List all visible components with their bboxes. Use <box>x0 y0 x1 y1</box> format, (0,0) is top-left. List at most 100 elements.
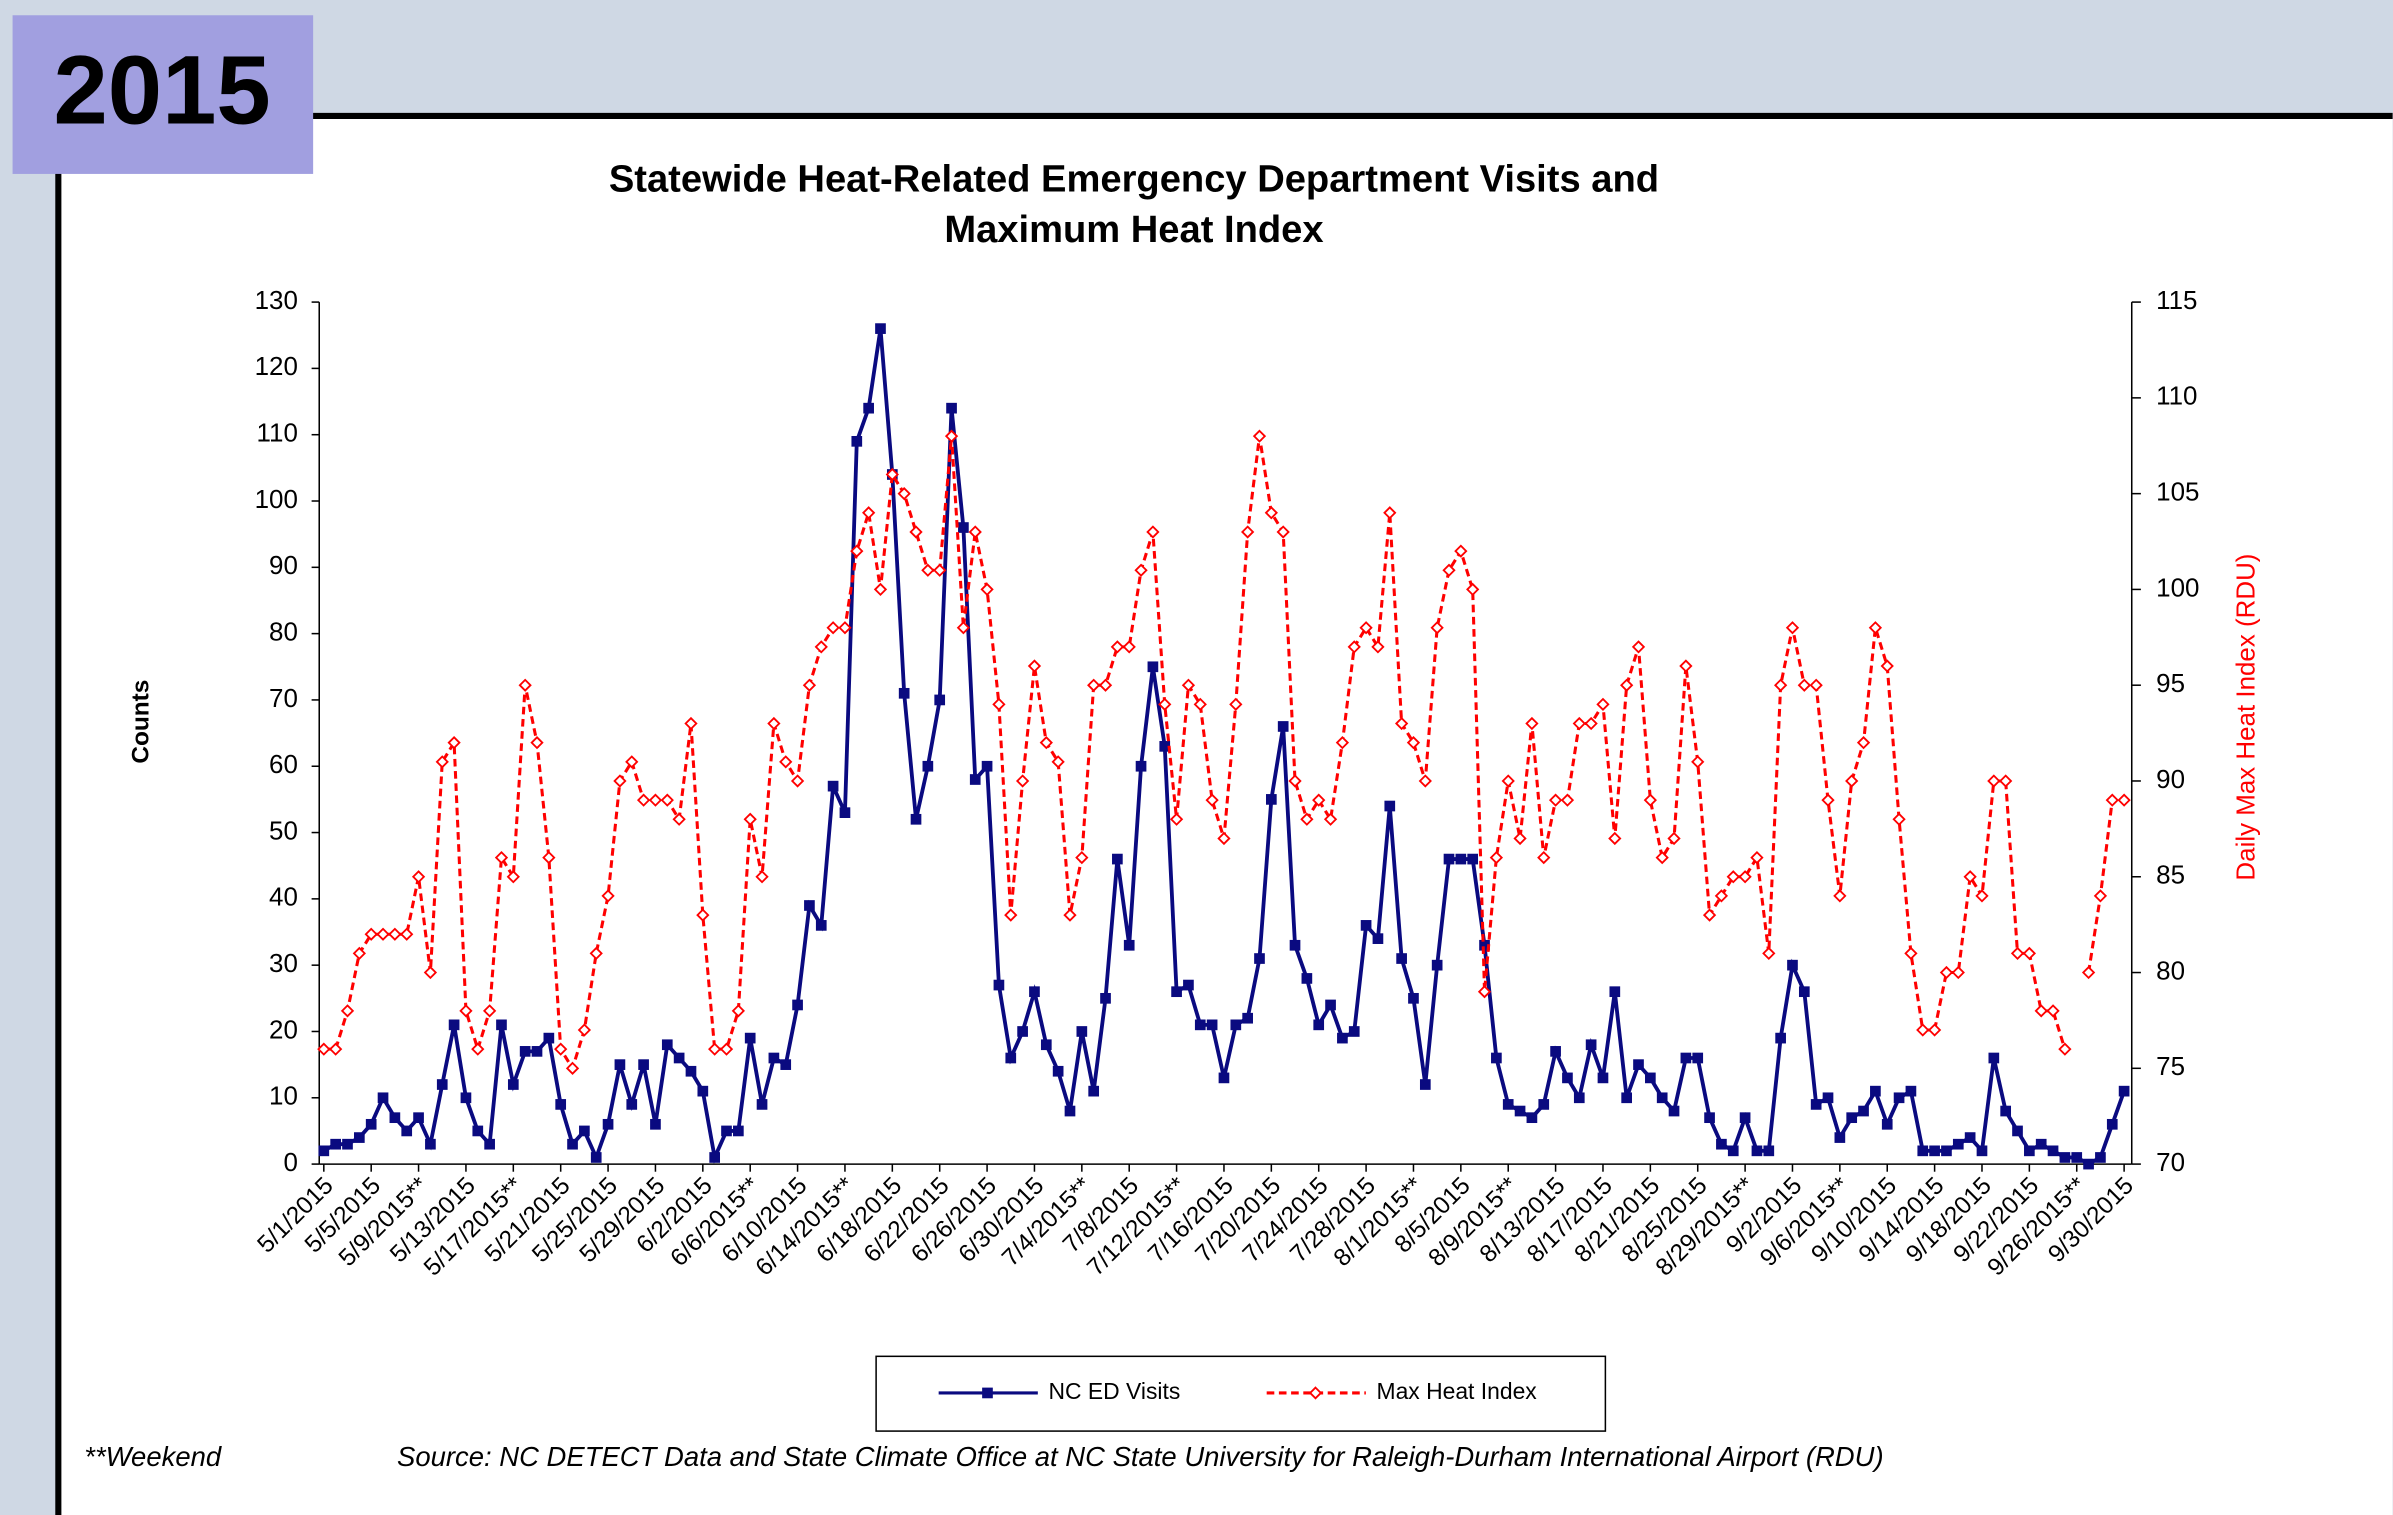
series-point <box>1868 621 1883 635</box>
series-point <box>1206 1019 1218 1031</box>
series-point <box>577 1023 592 1037</box>
series-point <box>2024 1145 2035 1157</box>
source: Source: NC DETECT Data and State Climate… <box>397 1441 1884 1472</box>
series-point <box>1075 850 1089 865</box>
series-point <box>602 1118 614 1130</box>
series-point <box>1870 1085 1881 1097</box>
series-point <box>1656 1092 1668 1104</box>
series-point <box>1514 1105 1526 1117</box>
series-point <box>1408 992 1419 1004</box>
series-point <box>1775 1032 1786 1044</box>
series-point <box>921 563 935 577</box>
series-point <box>1810 1099 1822 1110</box>
y2-tick-label: 115 <box>2156 287 2197 315</box>
series-point <box>377 1092 389 1104</box>
series-point <box>554 1042 568 1056</box>
series-point <box>1880 659 1894 673</box>
series-point <box>648 793 663 807</box>
legend-label: Max Heat Index <box>1377 1378 1538 1404</box>
series-point <box>471 1042 485 1056</box>
series-point <box>435 755 449 769</box>
series-point <box>1750 850 1764 865</box>
series-point <box>863 402 874 414</box>
series-point <box>1360 920 1372 931</box>
series-point <box>1655 850 1669 865</box>
badge-box <box>12 15 314 174</box>
series-point <box>518 678 532 692</box>
series-point <box>1076 1026 1088 1037</box>
series-point <box>1774 678 1788 692</box>
series-point <box>530 736 544 750</box>
series-point <box>1015 774 1030 788</box>
series-point <box>1312 793 1326 807</box>
series-point <box>1951 965 1965 980</box>
series-point <box>318 1145 330 1157</box>
series-point <box>1193 697 1207 711</box>
series-point <box>1538 1099 1550 1110</box>
series-point <box>1976 1145 1988 1157</box>
series-point <box>1252 429 1267 443</box>
y-tick-label: 60 <box>269 751 298 779</box>
y-tick-label: 70 <box>269 685 298 713</box>
series-point <box>1548 793 1563 807</box>
series-point <box>1123 939 1135 951</box>
series-point <box>626 1099 638 1110</box>
series-point <box>980 582 994 597</box>
series-point <box>673 1052 685 1064</box>
series-point <box>389 1112 401 1124</box>
series-point <box>946 402 957 414</box>
series-point <box>1218 1072 1230 1084</box>
series-point <box>1821 793 1835 807</box>
series-point <box>1858 1105 1869 1117</box>
series-point <box>638 1059 649 1070</box>
series-point <box>1265 794 1277 805</box>
series-point <box>1300 812 1314 826</box>
series-point <box>1502 1099 1514 1110</box>
y-tick-label: 40 <box>269 884 298 912</box>
series-point <box>660 793 674 807</box>
series-point <box>2046 1004 2060 1018</box>
series-point <box>400 927 414 941</box>
series-point <box>1845 774 1859 788</box>
series-point <box>2071 1152 2083 1163</box>
series-point <box>696 908 710 922</box>
series-point <box>827 780 839 792</box>
series-point <box>1797 678 1811 692</box>
series-point <box>1288 774 1302 788</box>
series-point <box>1573 1092 1585 1104</box>
series-point <box>531 1046 543 1057</box>
series-point <box>1562 1072 1573 1084</box>
series-point <box>567 1138 578 1150</box>
series-point <box>1052 1065 1064 1077</box>
series-point <box>342 1138 353 1150</box>
legend-marker <box>982 1387 993 1399</box>
series-line <box>323 435 2125 1072</box>
series-point <box>1916 1023 1930 1037</box>
series-point <box>1785 621 1800 635</box>
series-point <box>496 1019 507 1031</box>
series-point <box>1679 659 1693 673</box>
series-point <box>1205 793 1219 807</box>
y-tick-label: 0 <box>283 1149 297 1177</box>
series-point <box>376 927 390 941</box>
series-point <box>1762 946 1776 961</box>
series-point <box>1371 640 1385 654</box>
series-point <box>1159 741 1171 752</box>
series-point <box>1904 946 1918 961</box>
series-point <box>1787 959 1798 971</box>
series-point <box>934 694 946 706</box>
series-point <box>1029 986 1040 998</box>
series-point <box>1988 1052 2000 1064</box>
series-point <box>2059 1152 2071 1163</box>
series-point <box>1999 774 2013 788</box>
series-point <box>1147 661 1159 673</box>
series-point <box>992 697 1006 711</box>
series-point <box>1455 853 1467 865</box>
series-point <box>436 1079 448 1090</box>
series-point <box>1242 1012 1253 1024</box>
series-point <box>1905 1085 1917 1097</box>
series-point <box>850 544 864 558</box>
series-point <box>1348 1026 1360 1037</box>
series-point <box>1667 831 1681 846</box>
